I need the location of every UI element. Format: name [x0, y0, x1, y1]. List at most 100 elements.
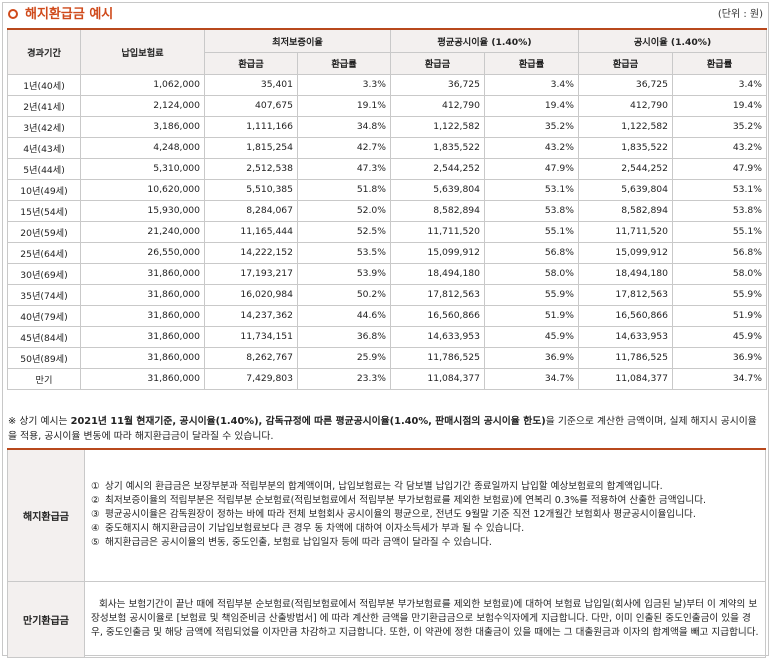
cell-premium: 2,124,000 — [80, 94, 205, 117]
cell-premium: 1,062,000 — [80, 73, 205, 96]
cell-min-rate: 50.2% — [297, 283, 391, 306]
cell-min-amount: 14,222,152 — [204, 241, 298, 264]
cell-avg-amount: 11,711,520 — [390, 220, 485, 243]
cell-min-rate: 52.0% — [297, 199, 391, 222]
cell-period: 35년(74세) — [7, 283, 81, 306]
cell-avg-amount: 1,835,522 — [390, 136, 485, 159]
cell-premium: 31,860,000 — [80, 283, 205, 306]
cell-pub-rate: 43.2% — [672, 136, 767, 159]
cell-min-amount: 16,020,984 — [204, 283, 298, 306]
list-item-number: ③ — [91, 509, 100, 521]
cell-pub-rate: 3.4% — [672, 73, 767, 96]
cell-avg-rate: 55.9% — [484, 283, 579, 306]
cell-premium: 31,860,000 — [80, 346, 205, 369]
cell-min-amount: 1,111,166 — [204, 115, 298, 138]
list-item: ③ 평균공시이율은 감독원장이 정하는 바에 따라 전체 보험회사 공시이율의 평… — [91, 508, 759, 522]
cell-pub-rate: 19.4% — [672, 94, 767, 117]
cell-period: 만기 — [7, 367, 81, 390]
cell-pub-amount: 11,786,525 — [578, 346, 673, 369]
cell-pub-rate: 55.1% — [672, 220, 767, 243]
info-table: 해지환급금 ① 상기 예시의 환급금은 보장부분과 적립부분의 합계액이며, 납입… — [7, 448, 766, 658]
cell-pub-amount: 11,084,377 — [578, 367, 673, 390]
cell-avg-amount: 1,122,582 — [390, 115, 485, 138]
cell-premium: 31,860,000 — [80, 304, 205, 327]
cell-premium: 21,240,000 — [80, 220, 205, 243]
cell-min-rate: 47.3% — [297, 157, 391, 180]
cell-period: 25년(64세) — [7, 241, 81, 264]
cell-premium: 31,860,000 — [80, 325, 205, 348]
cell-pub-rate: 55.9% — [672, 283, 767, 306]
cell-avg-amount: 14,633,953 — [390, 325, 485, 348]
cell-pub-amount: 2,544,252 — [578, 157, 673, 180]
list-item-number: ① — [91, 481, 100, 493]
cell-min-amount: 11,165,444 — [204, 220, 298, 243]
table-row: 10년(49세) 10,620,000 5,510,385 51.8% 5,639,80… — [7, 178, 767, 201]
table-row: 35년(74세) 31,860,000 16,020,984 50.2% 17,812,… — [7, 283, 767, 306]
header-period: 경과기간 — [7, 28, 81, 75]
cell-min-rate: 51.8% — [297, 178, 391, 201]
cell-period: 50년(89세) — [7, 346, 81, 369]
cell-avg-amount: 15,099,912 — [390, 241, 485, 264]
cell-avg-amount: 11,084,377 — [390, 367, 485, 390]
cell-premium: 31,860,000 — [80, 262, 205, 285]
cell-period: 3년(42세) — [7, 115, 81, 138]
cell-min-rate: 25.9% — [297, 346, 391, 369]
table-row: 2년(41세) 2,124,000 407,675 19.1% 412,790 19.4%… — [7, 94, 767, 117]
cell-period: 20년(59세) — [7, 220, 81, 243]
header-amount: 환급금 — [390, 51, 485, 75]
cell-premium: 10,620,000 — [80, 178, 205, 201]
surrender-value-table: 경과기간 납입보험료 최저보증이율 평균공시이율 (1.40%) 공시이율 (1… — [7, 28, 767, 390]
table-row: 30년(69세) 31,860,000 17,193,217 53.9% 18,494,… — [7, 262, 767, 285]
cell-min-rate: 3.3% — [297, 73, 391, 96]
list-item-number: ④ — [91, 523, 100, 535]
header-group-minimum-rate: 최저보증이율 — [204, 28, 391, 53]
cell-min-rate: 42.7% — [297, 136, 391, 159]
cell-pub-rate: 53.1% — [672, 178, 767, 201]
cell-period: 1년(40세) — [7, 73, 81, 96]
cell-premium: 5,310,000 — [80, 157, 205, 180]
cell-avg-amount: 5,639,804 — [390, 178, 485, 201]
cell-period: 30년(69세) — [7, 262, 81, 285]
circle-bullet-icon — [8, 9, 18, 19]
cell-avg-rate: 36.9% — [484, 346, 579, 369]
header-amount: 환급금 — [578, 51, 673, 75]
cell-avg-rate: 56.8% — [484, 241, 579, 264]
unit-label: (단위 : 원) — [717, 9, 763, 20]
cell-premium: 3,186,000 — [80, 115, 205, 138]
list-item-number: ② — [91, 495, 100, 507]
cell-avg-rate: 53.8% — [484, 199, 579, 222]
cell-avg-rate: 19.4% — [484, 94, 579, 117]
cell-min-rate: 53.9% — [297, 262, 391, 285]
cell-avg-rate: 53.1% — [484, 178, 579, 201]
cell-period: 4년(43세) — [7, 136, 81, 159]
table-row: 4년(43세) 4,248,000 1,815,254 42.7% 1,835,522 4… — [7, 136, 767, 159]
cell-avg-rate: 47.9% — [484, 157, 579, 180]
cell-pub-rate: 58.0% — [672, 262, 767, 285]
cell-pub-amount: 11,711,520 — [578, 220, 673, 243]
header-amount: 환급금 — [204, 51, 298, 75]
cell-pub-amount: 36,725 — [578, 73, 673, 96]
cell-min-amount: 8,262,767 — [204, 346, 298, 369]
list-item-text: 중도해지시 해지환급금이 기납입보험료보다 큰 경우 동 차액에 대하여 이자소… — [105, 523, 525, 535]
cell-pub-rate: 36.9% — [672, 346, 767, 369]
cell-avg-rate: 51.9% — [484, 304, 579, 327]
footnote-suffix: 을 기준으로 계산한 금액이며, 실제 해지시 공시이율을 적용, 공시이율 변… — [8, 416, 757, 442]
footnote: ※ 상기 예시는 2021년 11월 현재기준, 공시이율(1.40%), 감독… — [8, 414, 765, 444]
cell-period: 10년(49세) — [7, 178, 81, 201]
cell-period: 5년(44세) — [7, 157, 81, 180]
table-row: 1년(40세) 1,062,000 35,401 3.3% 36,725 3.4% 36,7… — [7, 73, 767, 96]
cell-pub-amount: 16,560,866 — [578, 304, 673, 327]
cell-period: 2년(41세) — [7, 94, 81, 117]
surrender-label: 해지환급금 — [7, 448, 85, 582]
table-row: 50년(89세) 31,860,000 8,262,767 25.9% 11,786,5… — [7, 346, 767, 369]
surrender-content: ① 상기 예시의 환급금은 보장부분과 적립부분의 합계액이며, 납입보험료는 각… — [84, 448, 766, 582]
cell-period: 40년(79세) — [7, 304, 81, 327]
cell-pub-rate: 47.9% — [672, 157, 767, 180]
cell-pub-amount: 15,099,912 — [578, 241, 673, 264]
table-row: 만기 31,860,000 7,429,803 23.3% 11,084,377 34.7… — [7, 367, 767, 390]
table-row: 40년(79세) 31,860,000 14,237,362 44.6% 16,560,… — [7, 304, 767, 327]
cell-premium: 4,248,000 — [80, 136, 205, 159]
cell-avg-rate: 55.1% — [484, 220, 579, 243]
cell-pub-amount: 17,812,563 — [578, 283, 673, 306]
cell-avg-rate: 34.7% — [484, 367, 579, 390]
